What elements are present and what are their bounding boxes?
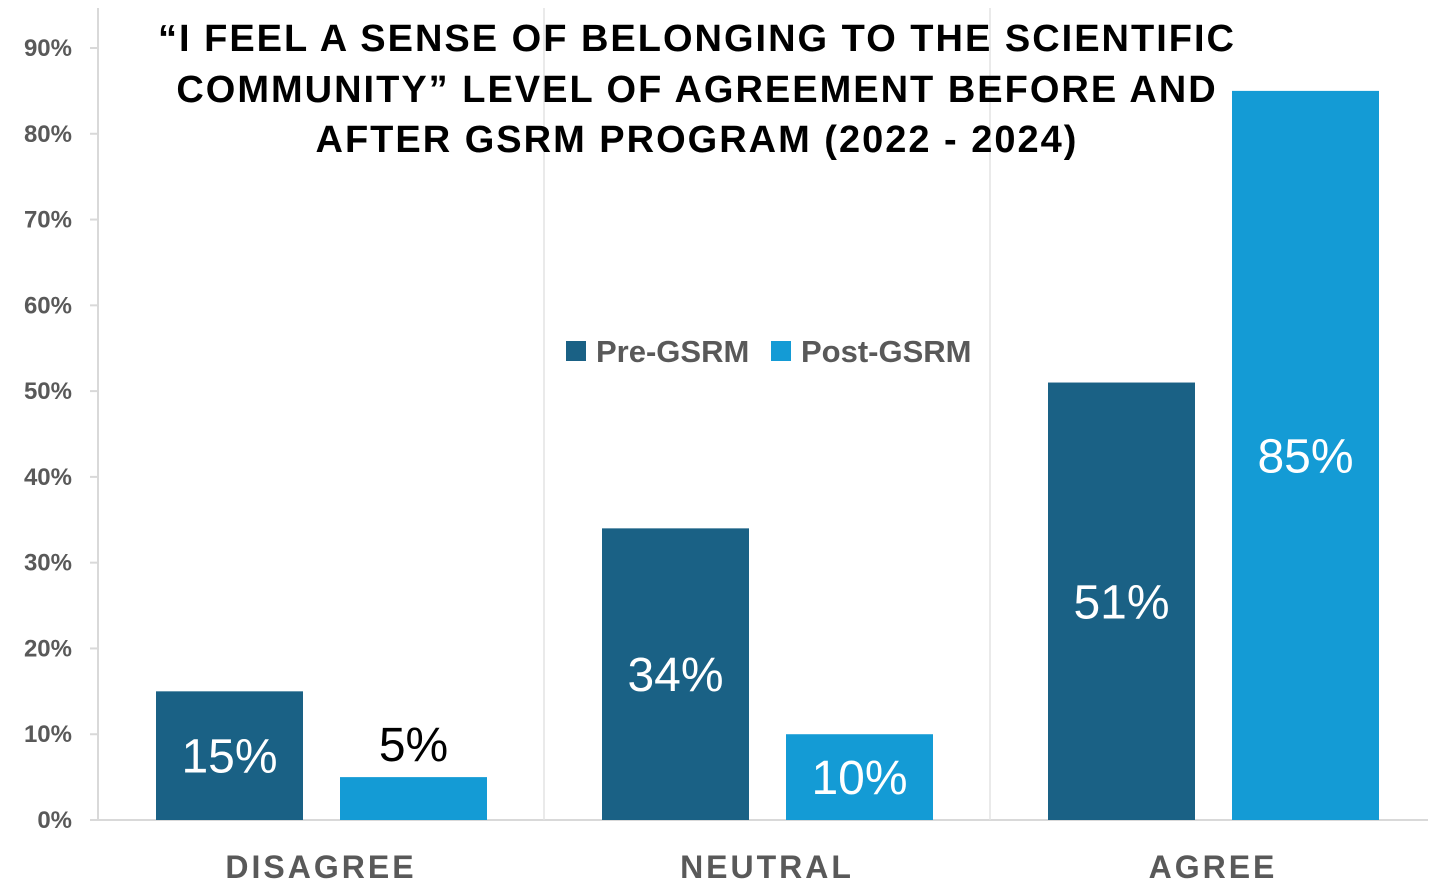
legend: Pre-GSRM Post-GSRM	[566, 334, 972, 369]
y-tick-label: 80%	[24, 121, 72, 148]
y-tick-label: 50%	[24, 378, 72, 405]
y-tick-label: 40%	[24, 464, 72, 491]
data-label: 10%	[811, 752, 907, 805]
y-tick-label: 0%	[37, 807, 72, 834]
x-category-label: DISAGREE	[225, 849, 416, 885]
chart-title-line-3: AFTER GSRM PROGRAM (2022 - 2024)	[316, 119, 1079, 161]
x-category-label: AGREE	[1149, 849, 1278, 885]
y-tick-label: 20%	[24, 635, 72, 662]
x-category-label: NEUTRAL	[680, 849, 854, 885]
data-label: 34%	[627, 649, 723, 702]
bar-post-gsrm-neutral	[786, 734, 933, 820]
bar-series	[156, 90, 1379, 820]
legend-swatch-pre-gsrm	[566, 341, 586, 361]
legend-swatch-post-gsrm	[771, 341, 791, 361]
y-axis-ticks: 0% 10% 20% 30% 40% 50% 60% 70% 80% 90%	[24, 35, 98, 834]
x-axis-category-labels: DISAGREE NEUTRAL AGREE	[225, 849, 1278, 885]
chart-title-line-1: “I FEEL A SENSE OF BELONGING TO THE SCIE…	[158, 18, 1236, 60]
data-label: 5%	[379, 719, 448, 772]
data-label: 51%	[1073, 576, 1169, 629]
data-label: 15%	[181, 731, 277, 784]
bar-post-gsrm-agree	[1232, 90, 1379, 820]
legend-label-pre-gsrm: Pre-GSRM	[596, 334, 749, 369]
y-tick-label: 70%	[24, 207, 72, 234]
y-tick-label: 90%	[24, 35, 72, 62]
legend-label-post-gsrm: Post-GSRM	[801, 334, 972, 369]
bar-pre-gsrm-disagree	[156, 691, 303, 820]
data-labels: 15% 5% 34% 10% 51% 85%	[181, 430, 1353, 805]
chart-title-line-2: COMMUNITY” LEVEL OF AGREEMENT BEFORE AND	[176, 69, 1217, 111]
bar-pre-gsrm-neutral	[602, 528, 749, 820]
y-tick-label: 30%	[24, 550, 72, 577]
data-label: 85%	[1257, 430, 1353, 483]
y-tick-label: 10%	[24, 721, 72, 748]
y-tick-label: 60%	[24, 292, 72, 319]
bar-post-gsrm-disagree	[340, 777, 487, 820]
chart-title: “I FEEL A SENSE OF BELONGING TO THE SCIE…	[158, 18, 1236, 161]
bar-pre-gsrm-agree	[1048, 382, 1195, 820]
